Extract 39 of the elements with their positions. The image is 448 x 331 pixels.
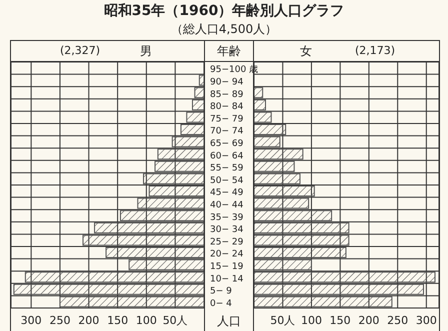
y-tick-label: 5− 9 bbox=[210, 286, 232, 297]
y-tick-label: 30− 34 bbox=[210, 225, 244, 236]
y-tick-label: 90− 94 bbox=[210, 77, 244, 88]
x-axis-title: 人口 bbox=[216, 313, 242, 330]
y-tick-label: 15− 19 bbox=[210, 262, 244, 272]
x-tick-label: 200 bbox=[358, 314, 380, 327]
x-tick-label: 50人 bbox=[162, 314, 188, 327]
y-tick-label: 50− 54 bbox=[210, 176, 244, 186]
chart-title: 昭和35年（1960）年齢別人口グラフ bbox=[102, 2, 346, 20]
y-tick-label: 60− 64 bbox=[210, 151, 244, 162]
y-tick-label: 45− 49 bbox=[210, 188, 244, 198]
y-tick-label: 10− 14 bbox=[210, 274, 244, 284]
y-tick-label: 20− 24 bbox=[210, 250, 244, 260]
y-tick-label: 65− 69 bbox=[210, 138, 244, 149]
y-tick-label: 40− 44 bbox=[210, 200, 244, 210]
x-tick-label: 300 bbox=[20, 314, 42, 327]
y-tick-label: 0− 4 bbox=[210, 298, 232, 309]
text: 女 bbox=[300, 43, 312, 60]
x-tick-label: 300 bbox=[416, 314, 437, 327]
text: (2,173) bbox=[355, 44, 396, 57]
x-tick-label: 250 bbox=[49, 314, 70, 327]
y-tick-label: 55− 59 bbox=[210, 164, 244, 174]
x-tick-label: 150 bbox=[330, 314, 351, 327]
y-tick-label: 25− 29 bbox=[210, 237, 244, 248]
y-tick-label: 85− 89 bbox=[210, 90, 244, 100]
x-tick-label: 50人 bbox=[270, 314, 296, 327]
y-tick-label: 35− 39 bbox=[210, 212, 244, 223]
y-tick-label: 75− 79 bbox=[210, 114, 244, 124]
y-tick-label: 70− 74 bbox=[210, 126, 244, 137]
chart-subtitle: （総人口4,500人） bbox=[170, 21, 278, 38]
x-tick-label: 150 bbox=[107, 314, 128, 327]
text: (2,327) bbox=[60, 44, 100, 57]
y-tick-label: 80− 84 bbox=[210, 102, 244, 112]
text: 男 bbox=[140, 43, 152, 60]
y-axis-title: 年齢 bbox=[216, 43, 242, 60]
x-tick-label: 250 bbox=[387, 314, 408, 327]
x-tick-label: 200 bbox=[78, 314, 100, 327]
x-tick-label: 100 bbox=[136, 314, 157, 327]
x-tick-label: 100 bbox=[300, 314, 322, 327]
